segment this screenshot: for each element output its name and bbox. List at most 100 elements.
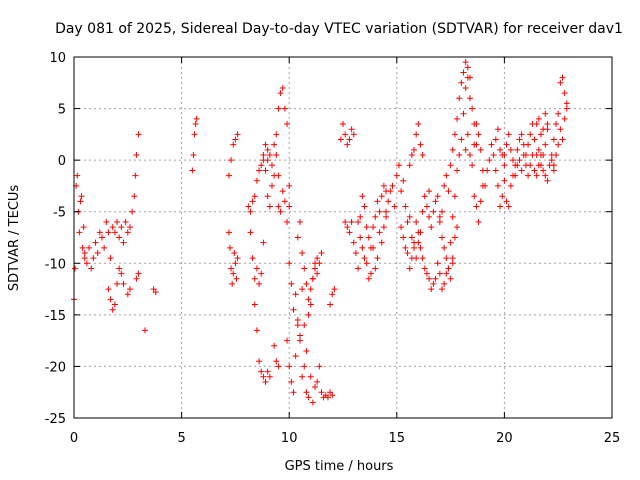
data-point	[438, 286, 445, 293]
data-point	[462, 146, 469, 153]
data-point	[301, 322, 308, 329]
grid	[74, 57, 612, 418]
x-tick-label: 5	[177, 431, 185, 446]
data-point	[492, 136, 499, 143]
data-point	[264, 368, 271, 375]
data-point	[507, 146, 514, 153]
data-point	[296, 337, 303, 344]
x-tick-label: 20	[496, 431, 513, 446]
data-point	[290, 306, 297, 313]
data-point	[268, 162, 275, 169]
data-point	[260, 373, 267, 380]
y-tick-label: -15	[45, 309, 66, 324]
data-point	[542, 172, 549, 179]
data-point	[514, 162, 521, 169]
data-point	[284, 121, 291, 128]
data-point	[133, 275, 140, 282]
data-point	[447, 239, 454, 246]
data-point	[400, 234, 407, 241]
data-point	[324, 394, 331, 401]
data-point	[449, 255, 456, 262]
data-point	[383, 208, 390, 215]
data-point	[355, 219, 362, 226]
data-point	[307, 286, 314, 293]
data-point	[411, 239, 418, 246]
data-point	[434, 193, 441, 200]
data-point	[312, 265, 319, 272]
data-point	[228, 157, 235, 164]
data-point	[74, 172, 81, 179]
data-point	[458, 79, 465, 86]
data-point	[258, 368, 265, 375]
data-point	[460, 110, 467, 117]
data-point	[271, 141, 278, 148]
data-point	[258, 270, 265, 277]
data-point	[264, 193, 271, 200]
data-point	[451, 193, 458, 200]
data-point	[484, 167, 491, 174]
data-point	[277, 90, 284, 97]
data-point	[411, 244, 418, 251]
data-point	[479, 182, 486, 189]
data-point	[233, 275, 240, 282]
data-point	[266, 151, 273, 158]
data-point	[438, 234, 445, 241]
data-point	[299, 373, 306, 380]
data-point	[477, 198, 484, 205]
data-point	[525, 141, 532, 148]
data-point	[378, 239, 385, 246]
data-point	[273, 131, 280, 138]
data-point	[423, 203, 430, 210]
data-point	[284, 219, 291, 226]
data-point	[443, 255, 450, 262]
data-point	[529, 151, 536, 158]
data-point	[494, 126, 501, 133]
y-tick-label: 10	[49, 51, 66, 66]
data-point	[342, 131, 349, 138]
x-tick-label: 10	[281, 431, 298, 446]
data-point	[111, 301, 118, 308]
data-point	[122, 219, 129, 226]
data-point	[404, 249, 411, 256]
data-point	[305, 296, 312, 303]
data-point	[72, 265, 79, 272]
data-point	[419, 255, 426, 262]
data-point	[367, 270, 374, 277]
data-point	[488, 141, 495, 148]
data-point	[385, 198, 392, 205]
data-point	[415, 229, 422, 236]
data-point	[357, 234, 364, 241]
data-point	[406, 162, 413, 169]
data-point	[83, 260, 90, 267]
data-point	[348, 126, 355, 133]
data-point	[288, 280, 295, 287]
data-point	[464, 131, 471, 138]
data-point	[402, 203, 409, 210]
plot-frame	[73, 56, 613, 419]
data-point	[443, 270, 450, 277]
data-point	[365, 234, 372, 241]
data-point	[441, 182, 448, 189]
data-point	[438, 208, 445, 215]
data-point	[260, 239, 267, 246]
data-point	[544, 177, 551, 184]
data-point	[555, 141, 562, 148]
data-point	[355, 265, 362, 272]
data-point	[527, 162, 534, 169]
data-point	[527, 131, 534, 138]
x-tick-label: 0	[70, 431, 78, 446]
data-point	[445, 265, 452, 272]
data-point	[142, 327, 149, 334]
data-point	[79, 244, 86, 251]
data-point	[421, 265, 428, 272]
data-point	[268, 182, 275, 189]
data-point	[395, 162, 402, 169]
data-point	[230, 141, 237, 148]
data-point	[80, 224, 87, 231]
data-point	[253, 327, 260, 334]
data-point	[191, 131, 198, 138]
data-point	[449, 146, 456, 153]
data-point	[389, 182, 396, 189]
data-point	[417, 141, 424, 148]
data-point	[312, 384, 319, 391]
